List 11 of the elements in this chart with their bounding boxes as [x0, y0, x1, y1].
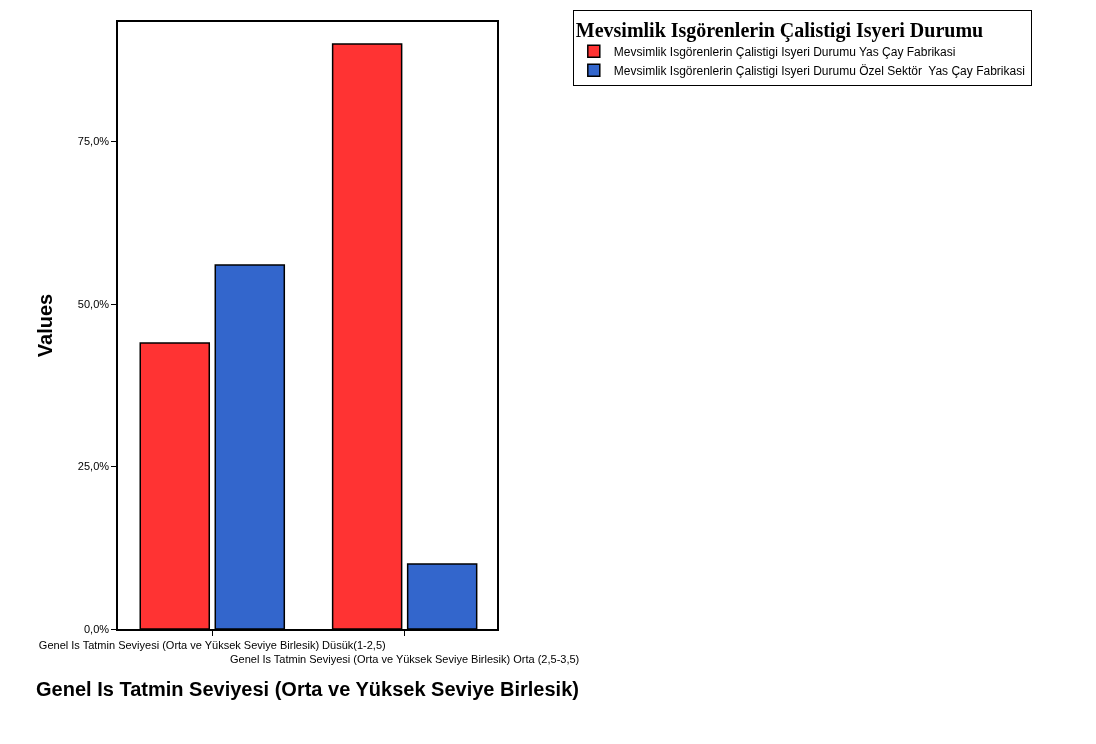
y-tick-label: 25,0%: [77, 460, 110, 473]
y-tick-label: 0,0%: [83, 622, 110, 635]
y-axis-title: Values: [33, 293, 56, 358]
x-axis-title: Genel Is Tatmin Seviyesi (Orta ve Yüksek Seviye Birlesik): [36, 678, 579, 701]
legend-label: Mevsimlik Isgörenlerin Çalistigi Isyeri Durumu Yas Çay Fabrikasi: [613, 45, 956, 60]
x-tick-label: Genel Is Tatmin Seviyesi (Orta ve Yüksek Seviye Birlesik) Düsük(1-2,5): [38, 638, 386, 651]
y-tick-label: 50,0%: [77, 297, 110, 310]
y-tick-label: 75,0%: [77, 135, 110, 148]
legend-label: Mevsimlik Isgörenlerin Çalistigi Isyeri Durumu Özel Sektör Yas Çay Fabrikasi: [613, 64, 1025, 79]
legend-title: Mevsimlik Isgörenlerin Çalistigi Isyeri Durumu: [575, 18, 984, 42]
x-tick-label: Genel Is Tatmin Seviyesi (Orta ve Yüksek Seviye Birlesik) Orta (2,5-3,5): [230, 653, 580, 666]
